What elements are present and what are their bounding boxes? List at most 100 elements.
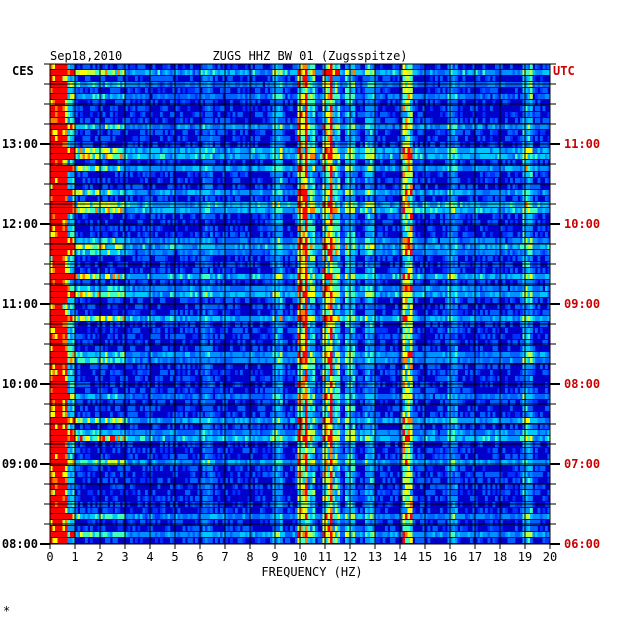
spectrogram-cell — [302, 100, 306, 105]
spectrogram-cell — [75, 238, 78, 243]
spectrogram-cell — [437, 190, 441, 195]
spectrogram-cell — [402, 136, 406, 141]
spectrogram-cell — [347, 250, 351, 255]
spectrogram-cell — [205, 244, 208, 249]
spectrogram-cell — [405, 112, 408, 117]
spectrogram-cell — [167, 124, 171, 129]
spectrogram-cell — [402, 256, 406, 261]
spectrogram-cell — [360, 166, 363, 171]
spectrogram-cell — [312, 118, 316, 123]
spectrogram-cell — [492, 148, 496, 153]
spectrogram-cell — [387, 166, 391, 171]
spectrogram-cell — [440, 214, 443, 219]
spectrogram-cell — [537, 166, 541, 171]
spectrogram-cell — [507, 238, 511, 243]
spectrogram-cell — [410, 148, 413, 153]
spectrogram-cell — [350, 172, 353, 177]
spectrogram-cell — [445, 256, 448, 261]
spectrogram-cell — [150, 88, 153, 93]
spectrogram-cell — [92, 238, 96, 243]
spectrogram-cell — [405, 214, 408, 219]
spectrogram-cell — [207, 166, 211, 171]
spectrogram-cell — [130, 244, 133, 249]
spectrogram-cell — [295, 154, 298, 159]
spectrogram-cell — [192, 214, 196, 219]
spectrogram-cell — [115, 88, 118, 93]
spectrogram-cell — [92, 70, 96, 75]
spectrogram-cell — [525, 136, 528, 141]
spectrogram-cell — [167, 64, 171, 69]
spectrogram-cell — [197, 148, 201, 153]
spectrogram-cell — [407, 208, 411, 213]
spectrogram-cell — [225, 70, 228, 75]
spectrogram-cell — [202, 244, 206, 249]
spectrogram-cell — [160, 112, 163, 117]
spectrogram-cell — [150, 166, 153, 171]
spectrogram-cell — [435, 76, 438, 81]
spectrogram-cell — [330, 214, 333, 219]
spectrogram-cell — [245, 118, 248, 123]
spectrogram-cell — [522, 124, 526, 129]
spectrogram-cell — [135, 244, 138, 249]
spectrogram-cell — [342, 70, 346, 75]
spectrogram-cell — [275, 244, 278, 249]
spectrogram-cell — [190, 118, 193, 123]
spectrogram-cell — [215, 232, 218, 237]
spectrogram-cell — [120, 238, 123, 243]
spectrogram-cell — [82, 208, 86, 213]
spectrogram-cell — [332, 64, 336, 69]
spectrogram-cell — [200, 196, 203, 201]
spectrogram-cell — [220, 94, 223, 99]
spectrogram-cell — [410, 106, 413, 111]
spectrogram-cell — [310, 112, 313, 117]
spectrogram-cell — [362, 124, 366, 129]
spectrogram-cell — [352, 136, 356, 141]
spectrogram-cell — [302, 190, 306, 195]
spectrogram-cell — [327, 94, 331, 99]
spectrogram-cell — [420, 208, 423, 213]
spectrogram-cell — [325, 250, 328, 255]
spectrogram-cell — [122, 232, 126, 237]
spectrogram-cell — [287, 184, 291, 189]
spectrogram-cell — [107, 244, 111, 249]
spectrogram-cell — [170, 136, 173, 141]
spectrogram-cell — [72, 130, 76, 135]
spectrogram-cell — [235, 166, 238, 171]
spectrogram-cell — [67, 178, 71, 183]
spectrogram-cell — [277, 76, 281, 81]
spectrogram-cell — [365, 166, 368, 171]
spectrogram-cell — [400, 100, 403, 105]
spectrogram-cell — [52, 184, 56, 189]
spectrogram-cell — [245, 70, 248, 75]
spectrogram-cell — [237, 112, 241, 117]
spectrogram-cell — [250, 190, 253, 195]
spectrogram-cell — [547, 238, 551, 243]
spectrogram-cell — [177, 232, 181, 237]
spectrogram-cell — [165, 124, 168, 129]
spectrogram-cell — [477, 76, 481, 81]
spectrogram-cell — [275, 178, 278, 183]
spectrogram-cell — [260, 64, 263, 69]
spectrogram-cell — [485, 250, 488, 255]
spectrogram-cell — [260, 154, 263, 159]
spectrogram-cell — [525, 172, 528, 177]
spectrogram-cell — [280, 64, 283, 69]
spectrogram-cell — [122, 244, 126, 249]
spectrogram-cell — [205, 232, 208, 237]
spectrogram-cell — [432, 196, 436, 201]
spectrogram-cell — [187, 190, 191, 195]
spectrogram-cell — [162, 154, 166, 159]
spectrogram-cell — [260, 148, 263, 153]
spectrogram-cell — [135, 94, 138, 99]
spectrogram-cell — [450, 136, 453, 141]
spectrogram-cell — [70, 226, 73, 231]
spectrogram-cell — [202, 160, 206, 165]
spectrogram-cell — [110, 154, 113, 159]
spectrogram-cell — [240, 208, 243, 213]
spectrogram-cell — [400, 124, 403, 129]
spectrogram-cell — [255, 136, 258, 141]
spectrogram-cell — [332, 220, 336, 225]
spectrogram-cell — [147, 172, 151, 177]
spectrogram-cell — [52, 178, 56, 183]
spectrogram-cell — [327, 256, 331, 261]
